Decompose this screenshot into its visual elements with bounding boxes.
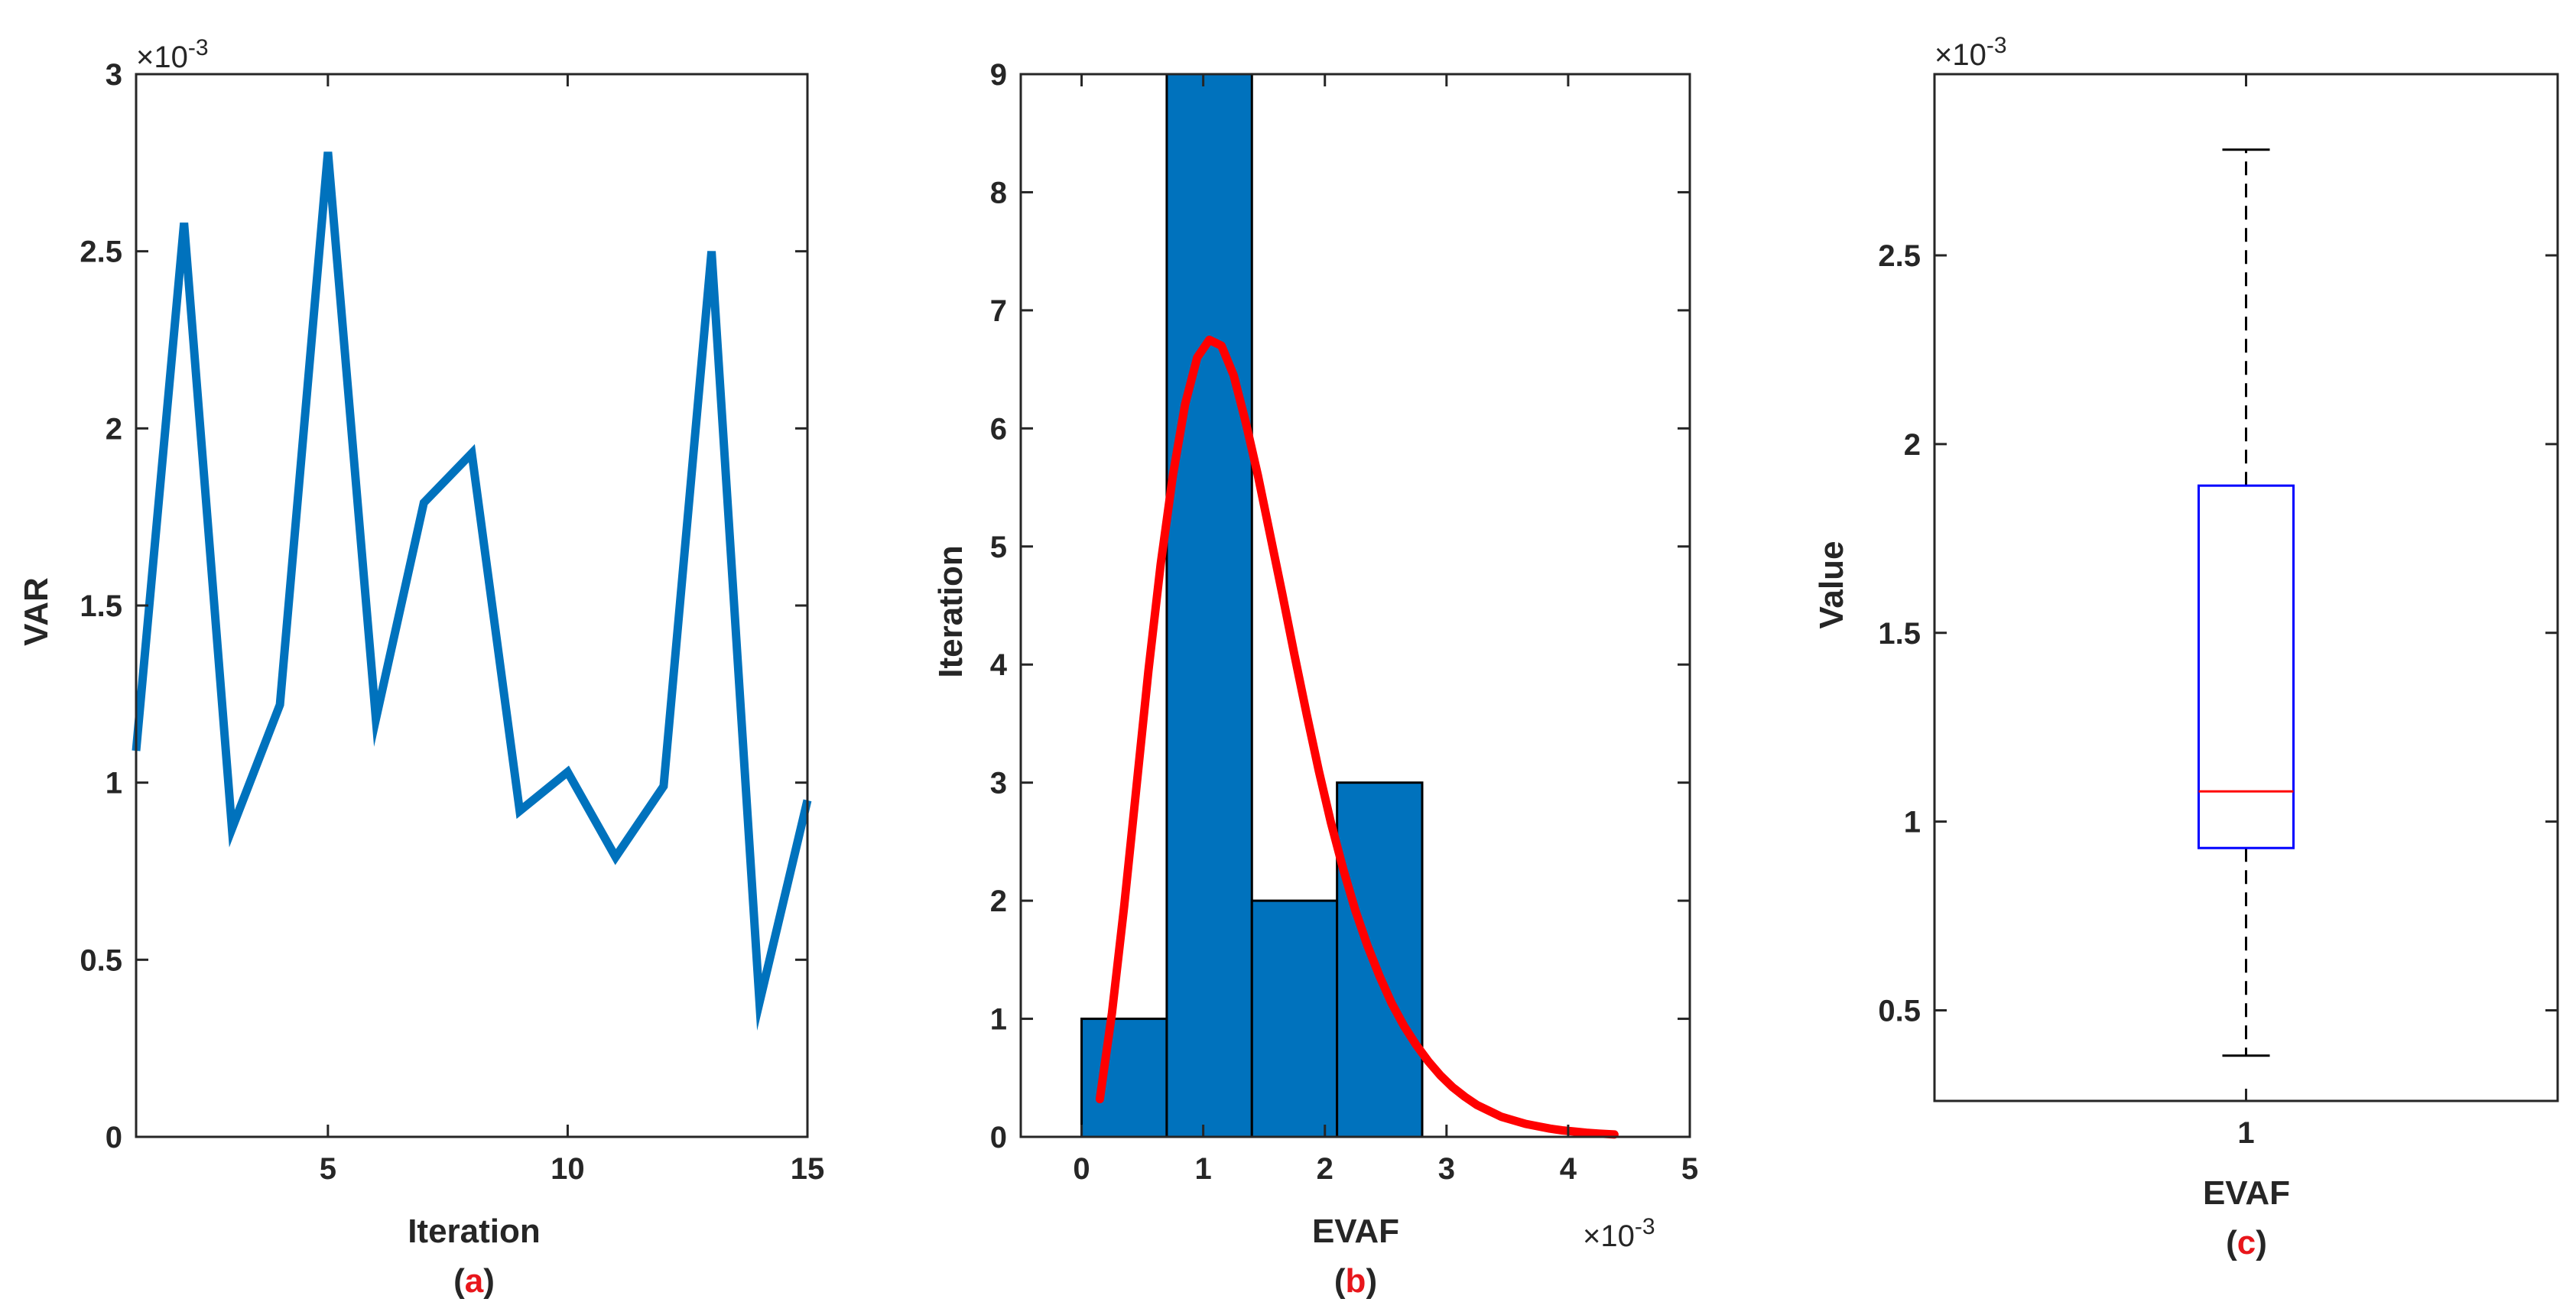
- panel-c-box-plot: 1 0.5 1 1.5 2 2.5 ×10-3 EVAF Value (c): [1813, 33, 2559, 1261]
- panel-b-histogram-bar: [1336, 781, 1424, 1138]
- panel-a-caption: (a): [453, 1262, 495, 1300]
- panel-a-y-tick-label: 0.5: [80, 943, 122, 977]
- panel-a-y-tick-label: 2: [106, 412, 122, 446]
- panel-b-y-tick-label: 4: [990, 648, 1008, 682]
- panel-b-x-tick-label: 0: [1073, 1152, 1090, 1186]
- panel-b-x-tick-label: 1: [1195, 1152, 1212, 1186]
- panel-c-y-tick-label: 1.5: [1878, 617, 1921, 651]
- panel-b-plot-area: [1080, 73, 1619, 1139]
- panel-b-y-axis-label: Iteration: [932, 545, 970, 678]
- panel-b-exponent-label: ×10-3: [1583, 1214, 1655, 1253]
- panel-a-y-tick-label: 3: [106, 58, 122, 92]
- panel-b-y-tick-label: 8: [990, 176, 1007, 209]
- panel-b-x-tick-label: 2: [1317, 1152, 1333, 1186]
- panel-b-histogram-bar: [1080, 1018, 1168, 1138]
- panel-a-y-tick-label: 1.5: [80, 589, 122, 623]
- panel-a-exponent-label: ×10-3: [136, 35, 209, 74]
- panel-b-histogram: 0 1 2 3 4 5 0 1 2 3 4 5 6 7 8 9 ×10-3 EVAF Iteration (b…: [932, 58, 1698, 1300]
- panel-c-x-tick-label: 1: [2237, 1116, 2254, 1150]
- panel-b-y-tick-label: 5: [990, 531, 1007, 564]
- panel-c-caption: (c): [2226, 1224, 2267, 1261]
- panel-a-axes: 5 10 15 0 0.5 1 1.5 2 2.5 3: [80, 58, 824, 1186]
- panel-b-x-tick-label: 3: [1438, 1152, 1455, 1186]
- panel-b-fit-curve: [1095, 336, 1619, 1139]
- panel-c-y-tick-label: 2.5: [1878, 239, 1921, 273]
- panel-b-caption: (b): [1334, 1262, 1377, 1300]
- panel-c-axes: 1 0.5 1 1.5 2 2.5: [1878, 73, 2559, 1150]
- panel-c-y-axis-label: Value: [1813, 541, 1850, 629]
- panel-a-y-tick-label: 2.5: [80, 235, 122, 269]
- panel-b-y-tick-label: 0: [990, 1121, 1007, 1154]
- panel-a-x-tick-label: 10: [551, 1152, 585, 1186]
- panel-c-y-tick-label: 0.5: [1878, 995, 1921, 1028]
- panel-b-y-tick-label: 6: [990, 412, 1007, 446]
- panel-c-y-tick-label: 1: [1904, 806, 1921, 839]
- panel-a-y-tick-label: 1: [106, 767, 122, 800]
- panel-b-x-axis-label: EVAF: [1312, 1213, 1399, 1250]
- panel-b-y-tick-label: 9: [990, 58, 1007, 92]
- panel-a-line-chart: 5 10 15 0 0.5 1 1.5 2 2.5 3 ×10-3 Iteration VAR (…: [18, 35, 824, 1300]
- panel-c-plot-area: [2198, 148, 2295, 1057]
- panel-b-x-tick-label: 4: [1560, 1152, 1577, 1186]
- panel-a-y-axis-label: VAR: [18, 577, 55, 646]
- panel-b-histogram-bar: [1165, 73, 1253, 1138]
- panel-c-y-tick-label: 2: [1904, 428, 1921, 462]
- panel-b-x-tick-label: 5: [1681, 1152, 1698, 1186]
- panel-c-x-axis-label: EVAF: [2203, 1174, 2290, 1212]
- panel-a-x-axis-label: Iteration: [408, 1213, 541, 1250]
- panel-b-axes: 0 1 2 3 4 5 0 1 2 3 4 5 6 7 8 9: [990, 58, 1698, 1186]
- panel-a-x-tick-label: 15: [791, 1152, 825, 1186]
- panel-b-y-tick-label: 7: [990, 294, 1007, 328]
- panel-a-x-tick-label: 5: [320, 1152, 336, 1186]
- panel-b-y-tick-label: 2: [990, 885, 1007, 918]
- panel-b-frame: [1019, 73, 1691, 1138]
- panel-c-box: [2198, 484, 2295, 849]
- panel-b-histogram-bar: [1250, 899, 1339, 1138]
- panel-a-y-tick-label: 0: [106, 1121, 122, 1154]
- panel-c-exponent-label: ×10-3: [1934, 33, 2007, 72]
- panel-b-y-tick-label: 3: [990, 767, 1007, 800]
- panel-b-y-tick-label: 1: [990, 1003, 1007, 1037]
